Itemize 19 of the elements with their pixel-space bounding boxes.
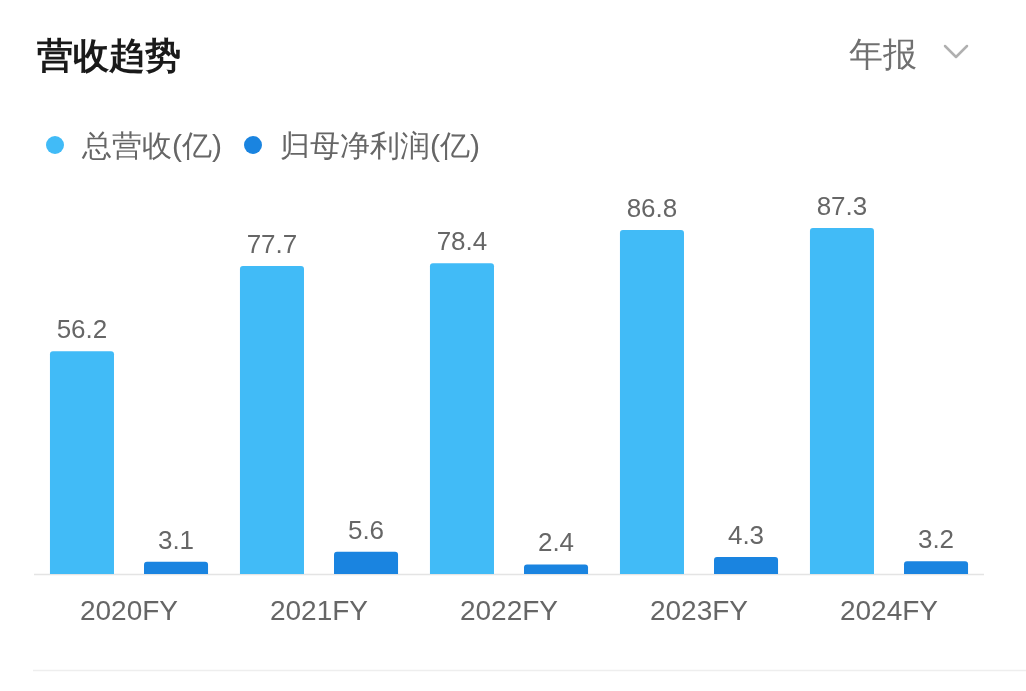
data-label: 4.3 [727,519,765,550]
data-label: 56.2 [56,314,108,345]
x-tick-label: 2022FY [459,595,559,626]
title: 营收趋势 [37,35,181,76]
legend-label: 归母净利润(亿) [280,129,480,162]
data-label: 2.4 [537,527,575,558]
data-label: 86.8 [626,193,678,223]
data-label: 77.7 [246,229,298,260]
x-tick-label: 2023FY [649,595,749,626]
x-tick-label: 2020FY [79,595,179,626]
data-label: 78.4 [436,226,488,257]
data-label: 3.2 [917,524,955,555]
data-label: 3.1 [157,524,195,555]
data-label: 5.6 [347,514,385,545]
x-tick-label: 2021FY [269,595,369,626]
legend-label: 总营收(亿) [82,129,222,162]
annotation: 年报 [849,35,917,73]
x-tick-label: 2024FY [839,595,939,626]
data-label: 87.3 [816,191,868,221]
